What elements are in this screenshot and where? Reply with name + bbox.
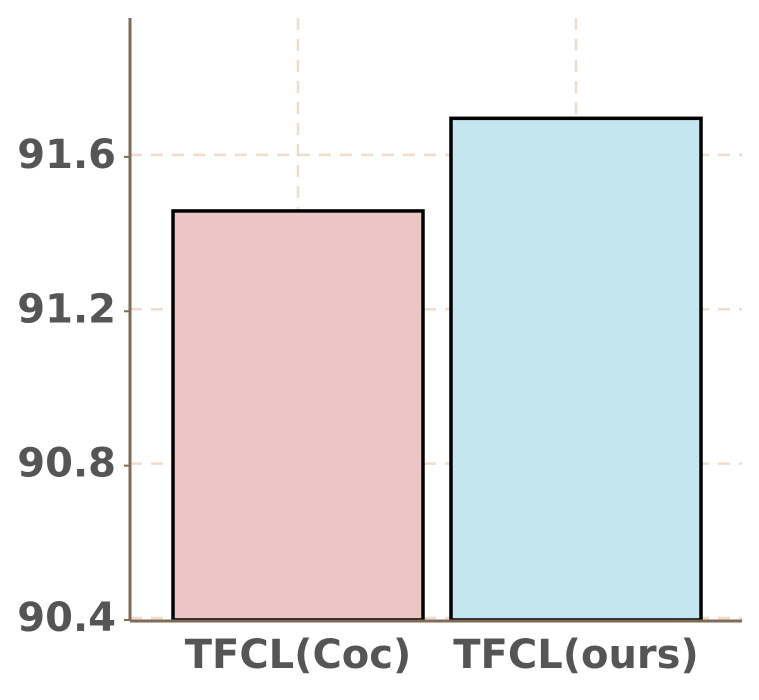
bar: [449, 116, 703, 622]
x-tick-label: TFCL(ours): [453, 632, 699, 678]
y-tick-label: 90.4: [17, 595, 116, 641]
y-tick-label: 91.2: [17, 286, 116, 332]
y-tick-label: 91.6: [17, 132, 116, 178]
y-tick-label: 90.8: [17, 441, 116, 487]
bar: [171, 209, 425, 622]
x-tick-label: TFCL(Coc): [185, 632, 412, 678]
